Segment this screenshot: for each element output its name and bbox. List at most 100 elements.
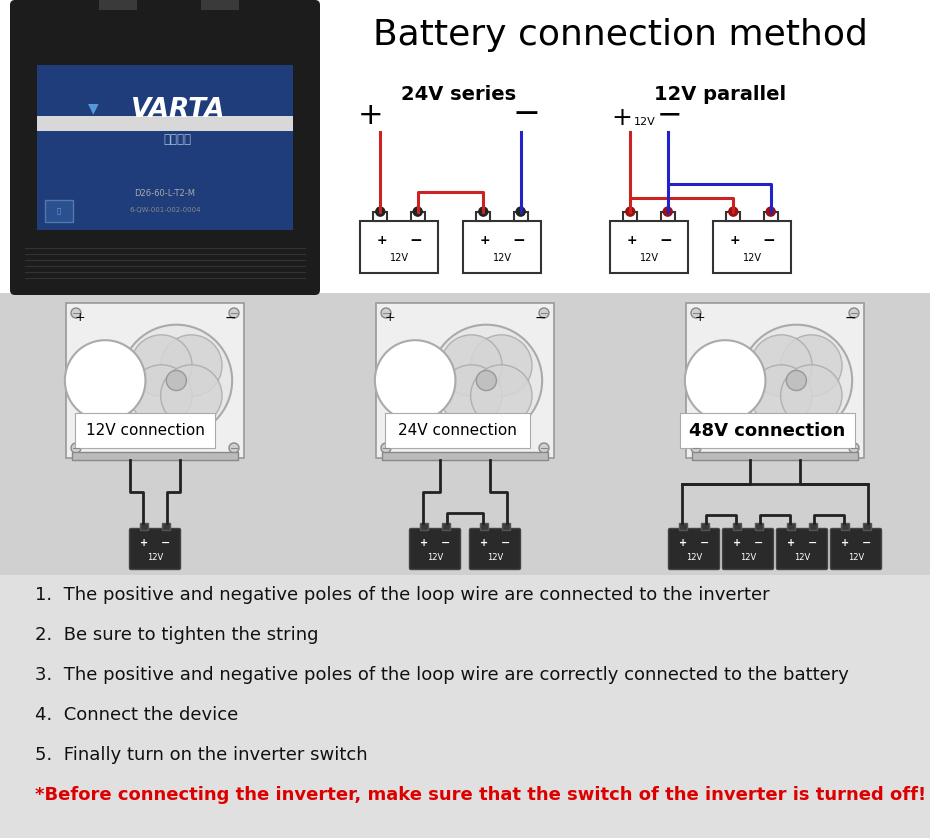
Text: −: − [410, 233, 422, 248]
Text: 12V: 12V [740, 553, 756, 561]
Circle shape [516, 207, 525, 216]
Text: 12V: 12V [493, 253, 512, 263]
Bar [480, 523, 488, 530]
Bar [726, 212, 739, 221]
Text: 12V: 12V [390, 253, 408, 263]
Text: +: + [480, 235, 490, 247]
Circle shape [691, 308, 701, 318]
Bar [680, 413, 855, 448]
Circle shape [684, 340, 765, 421]
Text: 4.  Connect the device: 4. Connect the device [35, 706, 238, 724]
Circle shape [161, 365, 222, 427]
Bar [476, 212, 489, 221]
FancyBboxPatch shape [470, 529, 521, 570]
Circle shape [539, 308, 549, 318]
Text: −: − [657, 101, 683, 130]
Text: +: + [481, 538, 488, 548]
Circle shape [780, 365, 842, 427]
Text: +: + [842, 538, 849, 548]
FancyBboxPatch shape [830, 529, 882, 570]
Bar [679, 523, 687, 530]
Bar [75, 413, 215, 448]
Text: +: + [627, 235, 637, 247]
Bar [623, 212, 636, 221]
Bar [514, 212, 527, 221]
Circle shape [740, 324, 852, 437]
Text: −: − [224, 311, 236, 325]
Bar [72, 452, 238, 460]
Text: +: + [377, 235, 387, 247]
Text: 12V parallel: 12V parallel [655, 85, 787, 104]
Text: 12V: 12V [742, 253, 762, 263]
FancyBboxPatch shape [10, 0, 320, 295]
Text: VARTA: VARTA [130, 96, 225, 122]
Circle shape [161, 335, 222, 396]
Text: −: − [862, 538, 871, 548]
Bar [0, 0, 930, 293]
Bar [376, 303, 554, 458]
Text: −: − [501, 538, 511, 548]
Text: *Before connecting the inverter, make sure that the switch of the inverter is tu: *Before connecting the inverter, make su… [35, 786, 926, 804]
Text: 12V: 12V [794, 553, 810, 561]
Circle shape [471, 365, 532, 427]
Circle shape [441, 335, 502, 396]
Text: +: + [357, 101, 383, 130]
Text: 24V series: 24V series [401, 85, 516, 104]
Text: +: + [612, 106, 632, 130]
Text: 6-QW-001-002-0004: 6-QW-001-002-0004 [129, 207, 201, 213]
Text: +: + [74, 311, 86, 324]
Text: −: − [754, 538, 764, 548]
Circle shape [381, 443, 391, 453]
Text: 5.  Finally turn on the inverter switch: 5. Finally turn on the inverter switch [35, 746, 367, 764]
Circle shape [766, 207, 776, 216]
Text: ▼: ▼ [88, 101, 99, 115]
Bar [0, 293, 930, 575]
Bar [373, 212, 387, 221]
Circle shape [476, 370, 497, 391]
Bar [686, 303, 864, 458]
Bar [140, 523, 148, 530]
Bar [37, 116, 293, 131]
Circle shape [71, 443, 81, 453]
Circle shape [471, 335, 532, 396]
Bar [713, 221, 791, 273]
FancyBboxPatch shape [669, 529, 720, 570]
Bar [755, 523, 764, 530]
Circle shape [65, 340, 145, 421]
Text: −: − [161, 538, 170, 548]
Text: 24V connection: 24V connection [398, 423, 517, 438]
Text: 12V: 12V [640, 253, 658, 263]
Text: 配套精品: 配套精品 [164, 132, 192, 146]
Bar [700, 523, 710, 530]
Circle shape [691, 443, 701, 453]
Text: 12V: 12V [427, 553, 443, 561]
Text: 12V: 12V [487, 553, 503, 561]
Text: −: − [441, 538, 450, 548]
Text: +: + [788, 538, 795, 548]
Text: 12V connection: 12V connection [86, 423, 205, 438]
Circle shape [229, 308, 239, 318]
Bar [764, 212, 777, 221]
Circle shape [479, 207, 487, 216]
Circle shape [849, 443, 859, 453]
Circle shape [131, 335, 193, 396]
Text: −: − [844, 311, 856, 325]
Text: −: − [512, 233, 525, 248]
Text: Battery connection method: Battery connection method [373, 18, 868, 52]
Text: +: + [385, 311, 395, 324]
Bar [733, 523, 741, 530]
Text: +: + [729, 235, 740, 247]
Bar [99, 0, 137, 10]
Circle shape [663, 207, 672, 216]
Bar [809, 523, 817, 530]
Bar [0, 575, 930, 838]
Text: +: + [680, 538, 687, 548]
Circle shape [441, 365, 502, 427]
Bar [360, 221, 438, 273]
Text: 12V: 12V [685, 553, 702, 561]
Text: 12V: 12V [634, 116, 656, 127]
Circle shape [729, 207, 737, 216]
Text: −: − [808, 538, 817, 548]
Text: +: + [734, 538, 741, 548]
Bar [330, 0, 930, 293]
